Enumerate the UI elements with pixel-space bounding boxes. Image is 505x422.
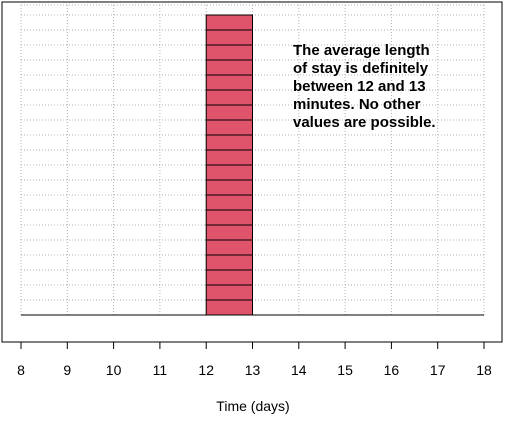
x-tick-label-5: 13 <box>245 362 261 378</box>
annotation: The average length of stay is definitely b… <box>293 42 436 131</box>
x-tick-label-3: 11 <box>153 362 168 378</box>
bar-0-cell-4 <box>205 239 253 256</box>
annotation-line-3: minutes. No other <box>293 96 421 113</box>
x-tick-label-9: 17 <box>430 362 446 378</box>
bar-0-cell-3 <box>205 254 253 271</box>
x-tick-label-1: 9 <box>63 362 71 378</box>
bar-0-cell-12 <box>205 119 253 136</box>
bar-0-cell-7 <box>205 194 253 211</box>
bar-0-cell-2 <box>205 269 253 286</box>
annotation-line-4: values are possible. <box>293 114 436 131</box>
bar-0-cell-13 <box>205 104 253 121</box>
bar-0-cell-1 <box>205 284 253 301</box>
x-tick-label-2: 10 <box>106 362 122 378</box>
annotation-line-1: of stay is definitely <box>293 60 429 77</box>
x-axis <box>20 341 485 349</box>
x-tick-label-6: 14 <box>291 362 307 378</box>
x-tick-label-8: 16 <box>384 362 400 378</box>
bar-0-cell-18 <box>205 29 253 46</box>
bar-0-cell-15 <box>205 74 253 91</box>
x-tick-label-10: 18 <box>476 362 492 378</box>
x-tick-label-4: 12 <box>198 362 214 378</box>
bar-0-cell-6 <box>205 209 253 226</box>
x-tick-label-7: 15 <box>337 362 353 378</box>
x-axis-title: Time (days) <box>216 398 289 414</box>
bar-0-cell-11 <box>205 134 253 151</box>
bar-0-cell-14 <box>205 89 253 106</box>
bar-0-cell-17 <box>205 44 253 61</box>
bar-layer <box>205 14 253 316</box>
bar-0-cell-10 <box>205 149 253 166</box>
x-tick-label-0: 8 <box>17 362 25 378</box>
bar-0-cell-16 <box>205 59 253 76</box>
bar-0-cell-8 <box>205 179 253 196</box>
bar-0-cell-5 <box>205 224 253 241</box>
bar-0-cell-9 <box>205 164 253 181</box>
bar-0-cell-0 <box>205 299 253 316</box>
x-tick-labels: 8 9 10 11 12 13 14 15 16 17 18 <box>17 362 492 378</box>
annotation-line-2: between 12 and 13 <box>293 78 426 95</box>
bar-0-cell-19 <box>205 14 253 31</box>
annotation-line-0: The average length <box>293 42 430 59</box>
